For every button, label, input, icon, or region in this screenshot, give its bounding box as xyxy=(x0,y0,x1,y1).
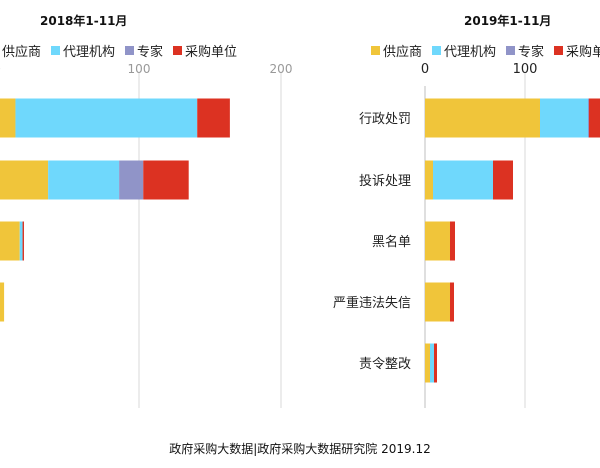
right-category-label: 行政处罚 xyxy=(359,112,411,127)
left-bar-purchaser-2 xyxy=(22,221,24,261)
legend-label: 采购单位 xyxy=(566,45,600,60)
right-bar-purchaser-0 xyxy=(589,98,600,138)
left-bar-supplier-1 xyxy=(0,160,49,200)
right-bar-purchaser-3 xyxy=(450,282,454,322)
legend-label: 供应商 xyxy=(2,45,42,60)
legend-item-supplier: 供应商 xyxy=(0,41,41,60)
legend-item-agency: 代理机构 xyxy=(432,41,496,60)
left-bar-supplier-2 xyxy=(0,221,20,261)
right-bar-supplier-1 xyxy=(425,160,433,200)
left-x-tick-label: 0 xyxy=(0,62,1,76)
legend-swatch xyxy=(173,46,183,55)
right-chart-legend: 供应商 代理机构 专家 采购单位 xyxy=(371,41,600,60)
right-bar-purchaser-2 xyxy=(450,221,455,261)
left-bar-supplier-3 xyxy=(0,282,5,322)
right-bar-agency-0 xyxy=(540,98,588,138)
right-bar-supplier-3 xyxy=(425,282,450,322)
right-x-tick-label: 0 xyxy=(421,62,429,77)
right-x-tick-label: 100 xyxy=(513,62,538,77)
left-bar-agency-1 xyxy=(48,160,120,200)
left-chart-legend: 供应商 代理机构 专家 采购单位 xyxy=(0,41,247,60)
legend-item-expert: 专家 xyxy=(506,41,544,60)
right-bar-supplier-4 xyxy=(425,343,430,383)
legend-label: 代理机构 xyxy=(444,45,497,60)
legend-label: 专家 xyxy=(518,45,545,60)
right-category-label: 黑名单 xyxy=(372,234,411,250)
left-x-tick-label: 200 xyxy=(270,62,293,76)
legend-swatch xyxy=(554,46,564,55)
right-bar-expert-0 xyxy=(588,98,589,138)
right-bar-supplier-2 xyxy=(425,221,450,261)
right-bar-supplier-0 xyxy=(425,98,540,138)
left-bar-purchaser-0 xyxy=(197,98,230,138)
legend-item-purchaser: 采购单位 xyxy=(554,41,600,60)
right-bar-agency-1 xyxy=(433,160,493,200)
right-category-label: 严重违法失信 xyxy=(333,295,411,311)
legend-item-agency: 代理机构 xyxy=(51,41,115,60)
legend-label: 代理机构 xyxy=(63,45,116,60)
right-category-label: 投诉处理 xyxy=(359,173,411,189)
left-bar-agency-2 xyxy=(19,221,23,261)
legend-swatch xyxy=(506,46,516,55)
right-bar-purchaser-4 xyxy=(434,343,437,383)
left-chart-title: 2018年1-11月 xyxy=(40,14,128,28)
left-x-tick-label: 100 xyxy=(128,62,151,76)
legend-swatch xyxy=(51,46,61,55)
legend-item-supplier: 供应商 xyxy=(371,41,422,60)
legend-item-expert: 专家 xyxy=(125,41,163,60)
legend-swatch xyxy=(371,46,380,55)
right-bar-agency-4 xyxy=(430,343,434,383)
legend-label: 供应商 xyxy=(383,45,423,60)
right-chart-title: 2019年1-11月 xyxy=(464,14,552,28)
left-bar-expert-1 xyxy=(119,160,144,200)
legend-label: 专家 xyxy=(137,45,164,60)
left-bar-agency-0 xyxy=(15,98,198,138)
legend-item-purchaser: 采购单位 xyxy=(173,41,237,60)
footer-source: 政府采购大数据|政府采购大数据研究院 2019.12 xyxy=(169,442,431,456)
right-category-label: 责令整改 xyxy=(359,357,411,372)
right-bar-purchaser-1 xyxy=(493,160,513,200)
legend-swatch xyxy=(125,46,135,55)
legend-swatch xyxy=(432,46,442,55)
left-bar-purchaser-1 xyxy=(143,160,189,200)
left-bar-supplier-0 xyxy=(0,98,16,138)
legend-label: 采购单位 xyxy=(185,45,238,60)
